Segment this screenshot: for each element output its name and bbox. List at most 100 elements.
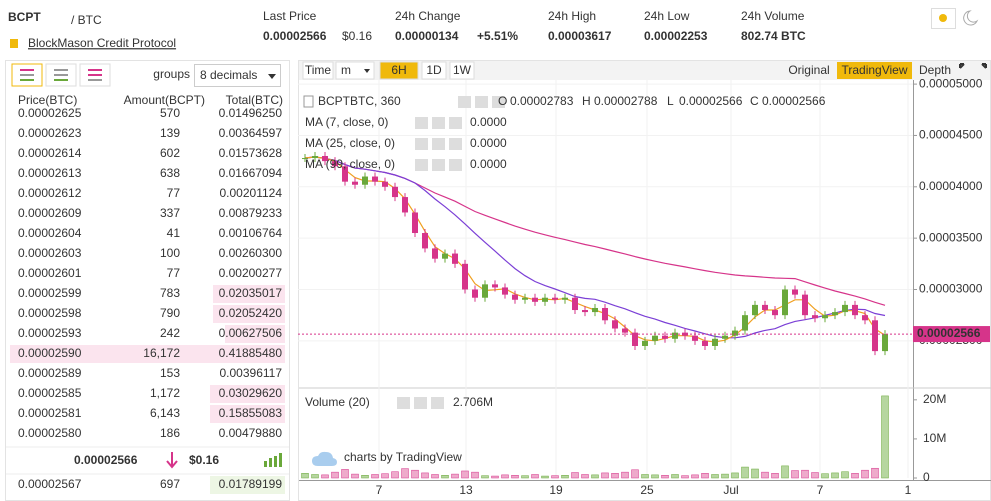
interval-button[interactable] [379, 61, 419, 80]
legend-action[interactable] [397, 397, 410, 409]
view-button[interactable] [915, 62, 955, 79]
candle-body [732, 330, 738, 336]
moon-icon[interactable] [963, 10, 979, 26]
ask-price: 0.00002585 [18, 386, 82, 400]
legend-action[interactable] [458, 96, 471, 108]
candle-body [882, 334, 888, 352]
candle-body [382, 181, 388, 187]
depth-bar [210, 385, 285, 403]
interval-button[interactable] [335, 61, 375, 80]
project-link[interactable]: BlockMason Credit Protocol [28, 36, 176, 50]
interval-label: 1W [453, 63, 472, 77]
ask-amount: 337 [160, 206, 180, 220]
legend-action[interactable] [415, 159, 428, 171]
column-header: Total(BTC) [226, 93, 283, 107]
legend-action[interactable] [449, 159, 462, 171]
candle-body [322, 155, 328, 162]
depth-bar [213, 305, 285, 323]
ask-total: 0.00106764 [219, 226, 283, 240]
ask-price: 0.00002614 [18, 146, 82, 160]
volume-bar [361, 475, 369, 479]
ohlc-label: H [582, 94, 591, 108]
depth-bar [225, 325, 285, 343]
volume-bar [851, 473, 859, 479]
decimals-select[interactable] [194, 64, 281, 87]
interval-label: Time [305, 63, 332, 77]
candle-body [782, 289, 788, 316]
legend-action[interactable] [449, 117, 462, 129]
volume-bar [401, 468, 409, 479]
volume-bar [711, 474, 719, 479]
x-tick-label: 25 [640, 483, 654, 497]
groups-label: groups [153, 67, 190, 81]
bid-amount: 697 [160, 477, 180, 491]
candle-body [452, 253, 458, 264]
volume-bar [381, 473, 389, 479]
candle-body [872, 320, 878, 352]
volume-bar [451, 473, 459, 479]
legend-action[interactable] [431, 397, 444, 409]
candle-body [832, 312, 838, 316]
ask-price: 0.00002589 [18, 366, 82, 380]
legend-action[interactable] [432, 138, 445, 150]
candle-body [742, 315, 748, 331]
ask-total: 0.00879233 [219, 206, 283, 220]
legend-action[interactable] [415, 138, 428, 150]
legend-action[interactable] [414, 397, 427, 409]
legend-icon [303, 95, 314, 108]
volume-tick-label: 20M [923, 392, 946, 406]
candle-body [682, 332, 688, 336]
candle-body [302, 158, 308, 160]
stat-label: 24h High [548, 9, 596, 23]
candle-body [632, 332, 638, 346]
legend-action[interactable] [475, 96, 488, 108]
legend-action[interactable] [492, 96, 505, 108]
volume-bar [721, 473, 729, 479]
legend-action[interactable] [415, 117, 428, 129]
candle-body [542, 297, 548, 302]
volume-bar [811, 472, 819, 479]
legend-action[interactable] [449, 138, 462, 150]
interval-button[interactable] [302, 61, 334, 80]
volume-bar [691, 474, 699, 479]
ohlc-label: L [667, 94, 674, 108]
stat-value: 0.00002566 [263, 29, 327, 43]
volume-title: Volume (20) [305, 395, 370, 409]
indicator-value: 0.0000 [470, 115, 507, 129]
stat-label: 24h Change [395, 9, 461, 23]
volume-bar [791, 470, 799, 479]
fullscreen-icon[interactable] [959, 63, 987, 69]
y-tick-label: 0.00003500 [919, 230, 983, 244]
candle-body [422, 233, 428, 249]
y-tick-label: 0.00003000 [919, 282, 983, 296]
volume-bar [591, 474, 599, 479]
view-button[interactable] [837, 62, 912, 79]
volume-tick-label: 0 [923, 470, 930, 484]
candle-body [652, 335, 658, 341]
legend-action[interactable] [432, 159, 445, 171]
legend-action[interactable] [432, 117, 445, 129]
ask-total: 0.00479880 [219, 426, 283, 440]
candle-body [392, 186, 398, 198]
ohlc-value: 0.00002788 [594, 94, 658, 108]
candle-body [822, 315, 828, 319]
ask-amount: 1,172 [150, 386, 180, 400]
view-button[interactable] [784, 62, 834, 79]
ask-amount: 153 [160, 366, 180, 380]
interval-label: 6H [391, 63, 406, 77]
ask-total: 0.03029620 [219, 386, 283, 400]
stat-label: 24h Low [644, 9, 690, 23]
ask-price: 0.00002590 [18, 346, 82, 360]
down-arrow [166, 452, 178, 469]
depth-bar [10, 345, 285, 363]
ask-total: 0.01573628 [219, 146, 283, 160]
ask-amount: 139 [160, 126, 180, 140]
ask-price: 0.00002603 [18, 246, 82, 260]
volume-bar [831, 472, 839, 479]
candle-body [522, 297, 528, 300]
interval-button[interactable] [421, 61, 447, 80]
ask-amount: 16,172 [143, 346, 180, 360]
ask-amount: 41 [167, 226, 181, 240]
interval-button[interactable] [449, 61, 475, 80]
